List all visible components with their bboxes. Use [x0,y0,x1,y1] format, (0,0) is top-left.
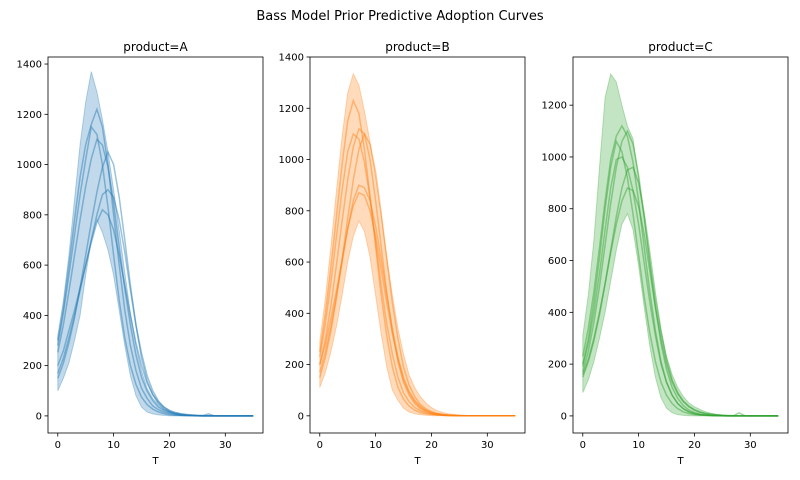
hdi-band [57,71,254,417]
series-line-3 [582,139,779,417]
series-line-1 [319,98,516,417]
subplots: 0 10 20 300200400600800100012001400product=… [17,40,789,467]
y-tick-label: 1000 [279,155,304,166]
series-line-1 [582,124,779,417]
y-tick-label: 400 [285,309,304,320]
series-line-6 [582,166,779,417]
y-tick-label: 200 [285,360,304,371]
figure-title: Bass Model Prior Predictive Adoption Cur… [256,9,543,24]
x-tick-label: 30 [481,440,494,451]
x-tick-label: 30 [219,440,232,451]
subplot-title: product=C [648,40,713,54]
series-line-4 [582,186,779,417]
y-tick-label: 1200 [279,104,304,115]
hdi-band [319,72,516,417]
y-tick-label: 400 [548,308,567,319]
y-tick-label: 200 [548,360,567,371]
series-line-5 [582,156,779,417]
y-tick-label: 0 [298,411,304,422]
x-tick-label: 20 [163,440,176,451]
x-tick-label: 10 [369,440,382,451]
x-tick-label: 20 [688,440,701,451]
axes-frame [309,56,526,434]
y-tick-label: 200 [23,361,42,372]
subplot-title: product=A [123,40,188,54]
x-axis-label: T [151,456,159,467]
y-tick-label: 800 [285,206,304,217]
axes-frame [47,56,264,434]
series-line-1 [57,137,254,417]
y-tick-label: 1400 [17,60,42,71]
subplot-title: product=B [385,40,449,54]
y-tick-label: 1400 [279,53,304,64]
y-tick-label: 800 [548,204,567,215]
y-tick-label: 600 [548,256,567,267]
series-line-2 [57,106,254,417]
x-tick-label: 10 [107,440,120,451]
subplot-B: 0 10 20 30 0 200 400 600 800 1000 1200 1400 product=… [279,40,526,467]
x-tick-label: 0 [580,440,586,451]
series-line-2 [582,129,779,417]
y-tick-label: 600 [23,261,42,272]
series-line-5 [319,132,516,417]
y-tick-label: 1000 [17,160,42,171]
series-line-3 [57,188,254,417]
hdi-band [582,72,779,417]
y-tick-label: 0 [36,411,42,422]
series-line-2 [319,127,516,417]
x-tick-label: 20 [425,440,438,451]
series-line-6 [57,208,254,417]
x-tick-label: 0 [317,440,323,451]
x-axis-label: T [676,456,684,467]
series-line-6 [319,191,516,417]
y-tick-label: 1000 [542,152,567,163]
x-tick-label: 10 [632,440,645,451]
y-tick-label: 400 [23,311,42,322]
subplot-C: 0 10 20 30 0 200 400 600 800 1000 1200 product=C T [542,40,789,467]
series-line-5 [57,125,254,417]
x-tick-label: 30 [744,440,757,451]
x-tick-label: 0 [55,440,61,451]
y-tick-label: 800 [23,210,42,221]
subplot-A: 0 10 20 30 0 200 400 600 800 1000 1200 1400 product=… [17,40,264,467]
series-line-4 [319,132,516,417]
series-line-3 [319,184,516,417]
y-tick-label: 1200 [17,110,42,121]
y-tick-label: 1200 [542,101,567,112]
axes-frame [572,56,789,434]
y-tick-label: 0 [561,411,567,422]
series-line-4 [57,150,254,417]
y-tick-label: 600 [285,258,304,269]
x-axis-label: T [413,456,421,467]
